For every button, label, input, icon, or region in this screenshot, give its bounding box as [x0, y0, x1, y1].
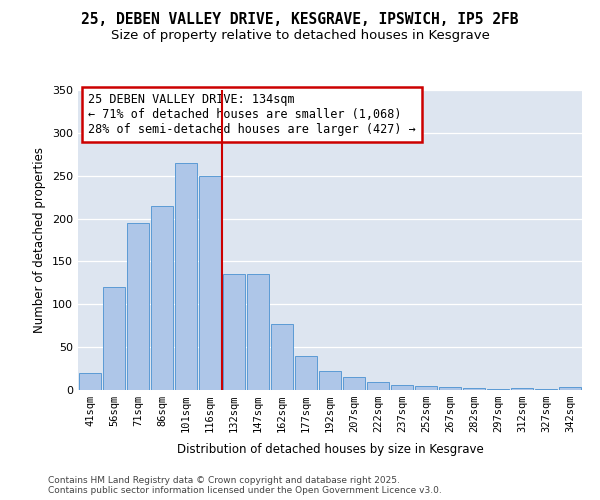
Bar [319, 371, 341, 390]
Bar [391, 385, 413, 390]
Bar [559, 386, 581, 390]
Bar [223, 274, 245, 390]
Bar [103, 287, 125, 390]
Text: Contains HM Land Registry data © Crown copyright and database right 2025.
Contai: Contains HM Land Registry data © Crown c… [48, 476, 442, 495]
Bar [343, 377, 365, 390]
Bar [79, 373, 101, 390]
Bar [439, 388, 461, 390]
Text: 25, DEBEN VALLEY DRIVE, KESGRAVE, IPSWICH, IP5 2FB: 25, DEBEN VALLEY DRIVE, KESGRAVE, IPSWIC… [81, 12, 519, 28]
X-axis label: Distribution of detached houses by size in Kesgrave: Distribution of detached houses by size … [176, 444, 484, 456]
Text: 25 DEBEN VALLEY DRIVE: 134sqm
← 71% of detached houses are smaller (1,068)
28% o: 25 DEBEN VALLEY DRIVE: 134sqm ← 71% of d… [88, 93, 416, 136]
Bar [367, 382, 389, 390]
Bar [295, 356, 317, 390]
Bar [511, 388, 533, 390]
Bar [271, 324, 293, 390]
Y-axis label: Number of detached properties: Number of detached properties [34, 147, 46, 333]
Bar [535, 389, 557, 390]
Bar [199, 176, 221, 390]
Bar [463, 388, 485, 390]
Bar [127, 223, 149, 390]
Bar [487, 389, 509, 390]
Text: Size of property relative to detached houses in Kesgrave: Size of property relative to detached ho… [110, 29, 490, 42]
Bar [151, 206, 173, 390]
Bar [247, 274, 269, 390]
Bar [415, 386, 437, 390]
Bar [175, 163, 197, 390]
